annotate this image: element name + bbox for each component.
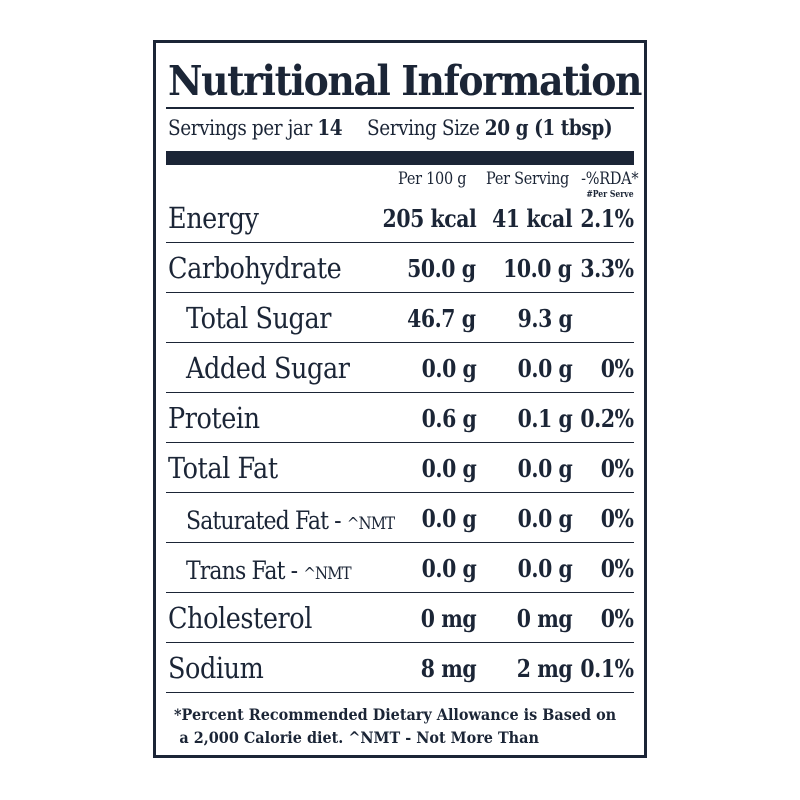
nutrient-name-text: Protein	[168, 401, 260, 435]
value-rda: 0%	[601, 504, 634, 533]
footnote-line-2: a 2,000 Calorie diet. ^NMT - Not More Th…	[179, 728, 539, 747]
value-per-serving: 2 mg	[516, 654, 573, 683]
value-rda: 0%	[601, 604, 634, 633]
serving-size-value: 20 g (1 tbsp)	[484, 115, 613, 140]
column-header-rda-note: #Per Serve	[586, 190, 634, 200]
nutrient-name: Protein	[168, 401, 260, 435]
nutrient-name-text: Cholesterol	[168, 601, 312, 635]
value-rda: 0.2%	[580, 404, 635, 433]
nutrient-name: Energy	[168, 201, 259, 235]
column-header-per-serving: Per Serving	[486, 169, 570, 189]
value-rda: 3.3%	[580, 254, 635, 283]
nutrient-name-text: Total Fat	[168, 451, 278, 485]
value-per-100g: 46.7 g	[407, 304, 476, 333]
thick-divider-bar	[166, 151, 634, 165]
value-per-100g: 205 kcal	[382, 204, 476, 233]
nutrient-name: Total Sugar	[186, 301, 331, 335]
nutrient-row: Energy 205 kcal 41 kcal 2.1%	[166, 193, 634, 243]
nutrient-name-text: Total Sugar	[186, 301, 331, 335]
nutrient-name-text: Trans Fat -	[186, 556, 298, 585]
nutrient-name-text: Added Sugar	[186, 351, 350, 385]
nutrition-label: Nutritional Information Servings per jar…	[153, 40, 647, 758]
nutrient-name: Trans Fat - ^NMT	[186, 556, 352, 585]
value-rda: 0%	[601, 554, 634, 583]
nutrient-row: Carbohydrate 50.0 g 10.0 g 3.3%	[166, 243, 634, 293]
value-per-serving: 9.3 g	[517, 304, 572, 333]
value-per-serving: 0 mg	[516, 604, 573, 633]
column-header-rda: -%RDA*	[580, 169, 638, 189]
row-divider	[166, 441, 634, 443]
value-per-serving: 0.0 g	[517, 504, 572, 533]
nutrient-name: Added Sugar	[186, 351, 350, 385]
value-per-serving: 0.0 g	[517, 454, 572, 483]
value-per-100g: 0 mg	[420, 604, 477, 633]
value-rda: 0%	[601, 354, 634, 383]
row-divider	[166, 491, 634, 493]
servings-per-jar-value: 14	[317, 115, 343, 140]
nutrient-name-text: Energy	[168, 201, 259, 235]
nmt-marker: ^NMT	[346, 514, 395, 534]
row-divider	[166, 541, 634, 543]
column-header-per-100g: Per 100 g	[398, 169, 467, 189]
servings-per-jar-label: Servings per jar	[168, 116, 312, 140]
label-title: Nutritional Information	[168, 57, 642, 105]
value-per-serving: 0.0 g	[517, 554, 572, 583]
value-per-100g: 0.0 g	[421, 504, 476, 533]
value-per-100g: 50.0 g	[407, 254, 476, 283]
nutrient-row: Added Sugar 0.0 g 0.0 g 0%	[166, 343, 634, 393]
value-per-100g: 0.0 g	[421, 554, 476, 583]
nutrient-name: Saturated Fat - ^NMT	[186, 506, 395, 535]
row-divider	[166, 591, 634, 593]
value-per-100g: 0.0 g	[421, 354, 476, 383]
value-per-serving: 0.1 g	[517, 404, 572, 433]
nutrient-row: Sodium 8 mg 2 mg 0.1%	[166, 643, 634, 693]
servings-line: Servings per jar 14 Serving Size 20 g (1…	[168, 115, 613, 140]
footnote-line-1: *Percent Recommended Dietary Allowance i…	[174, 705, 617, 724]
nutrient-name-text: Sodium	[168, 651, 264, 685]
nutrient-name-text: Carbohydrate	[168, 251, 342, 285]
row-divider	[166, 291, 634, 293]
value-per-100g: 0.0 g	[421, 454, 476, 483]
nutrient-row: Total Fat 0.0 g 0.0 g 0%	[166, 443, 634, 493]
nutrient-name: Sodium	[168, 651, 264, 685]
value-rda: 0%	[601, 454, 634, 483]
nmt-marker: ^NMT	[303, 564, 351, 584]
value-per-100g: 8 mg	[420, 654, 477, 683]
row-divider	[166, 391, 634, 393]
row-divider	[166, 691, 634, 693]
value-rda: 0.1%	[580, 654, 635, 683]
nutrient-name-text: Saturated Fat -	[186, 506, 342, 535]
nutrient-name: Carbohydrate	[168, 251, 342, 285]
value-per-serving: 10.0 g	[503, 254, 572, 283]
nutrient-row: Saturated Fat - ^NMT 0.0 g 0.0 g 0%	[166, 493, 634, 543]
nutrient-name: Total Fat	[168, 451, 278, 485]
value-rda: 2.1%	[580, 204, 635, 233]
row-divider	[166, 341, 634, 343]
value-per-serving: 0.0 g	[517, 354, 572, 383]
nutrient-row: Cholesterol 0 mg 0 mg 0%	[166, 593, 634, 643]
row-divider	[166, 641, 634, 643]
value-per-100g: 0.6 g	[421, 404, 476, 433]
footnote: *Percent Recommended Dietary Allowance i…	[174, 703, 616, 749]
nutrient-row: Total Sugar 46.7 g 9.3 g	[166, 293, 634, 343]
nutrition-label-inner: Nutritional Information Servings per jar…	[166, 43, 642, 755]
title-divider	[166, 107, 634, 109]
nutrient-name: Cholesterol	[168, 601, 312, 635]
value-per-serving: 41 kcal	[491, 204, 572, 233]
nutrient-row: Trans Fat - ^NMT 0.0 g 0.0 g 0%	[166, 543, 634, 593]
serving-size-label: Serving Size	[366, 116, 480, 140]
nutrient-row: Protein 0.6 g 0.1 g 0.2%	[166, 393, 634, 443]
row-divider	[166, 241, 634, 243]
